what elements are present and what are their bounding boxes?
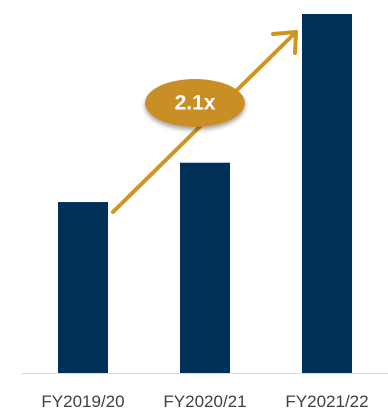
bar-fy2019-20 — [58, 202, 108, 373]
growth-badge: 2.1x — [145, 79, 245, 127]
arrow-head — [271, 30, 298, 55]
bars-group — [58, 14, 352, 373]
x-tick-label: FY2020/21 — [163, 392, 246, 411]
growth-badge-shape — [145, 79, 245, 127]
x-tick-label: FY2021/22 — [285, 392, 368, 411]
tick-labels-group: FY2019/20 FY2020/21 FY2021/22 — [41, 392, 368, 411]
growth-badge-label: 2.1x — [175, 92, 216, 115]
bar-fy2020-21 — [180, 162, 230, 373]
bar-fy2021-22 — [302, 14, 352, 373]
x-tick-label: FY2019/20 — [41, 392, 124, 411]
